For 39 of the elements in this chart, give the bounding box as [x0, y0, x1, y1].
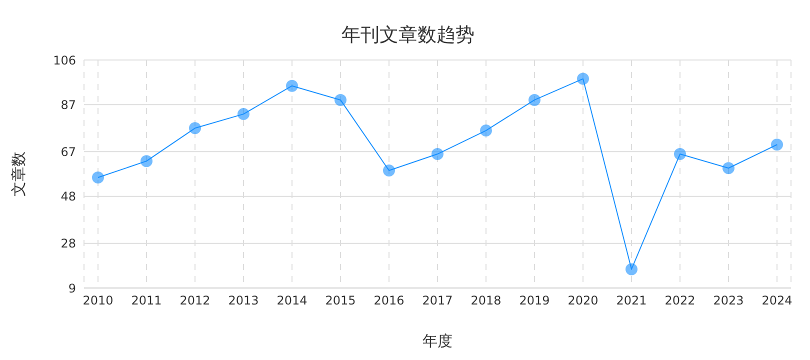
y-tick-label: 87: [60, 98, 76, 112]
point: [334, 94, 346, 106]
x-tick-label: 2013: [228, 294, 259, 308]
x-tick-label: 2010: [82, 294, 114, 308]
point: [238, 108, 250, 120]
y-tick-label: 28: [60, 236, 76, 251]
y-tick-label: 48: [60, 190, 76, 204]
point: [771, 138, 783, 151]
y-axis-title: 文章数: [9, 152, 28, 196]
x-tick-label: 2012: [180, 294, 210, 308]
x-tick-label: 2020: [568, 294, 598, 308]
chart-title: 年刊文章数趋势: [340, 23, 476, 48]
point: [626, 263, 638, 276]
x-tick-label: 2023: [713, 294, 744, 308]
point: [722, 162, 734, 174]
y-tick-label: 67: [60, 144, 76, 159]
x-axis-title: 年度: [422, 332, 452, 350]
point: [528, 94, 540, 106]
point: [189, 122, 201, 134]
point: [92, 172, 104, 184]
y-tick-label: 106: [53, 53, 76, 68]
point: [286, 80, 298, 92]
point: [480, 124, 492, 137]
point: [674, 148, 686, 160]
x-tick-label: 2016: [374, 294, 404, 308]
x-tick-label: 2022: [664, 294, 696, 308]
x-tick-label: 2018: [470, 294, 502, 308]
point: [140, 155, 152, 168]
point: [383, 164, 395, 176]
x-tick-label: 2019: [519, 294, 550, 308]
point: [432, 148, 444, 160]
x-tick-label: 2017: [422, 294, 453, 308]
x-tick-label: 2021: [616, 294, 647, 308]
x-tick-label: 2015: [325, 294, 356, 308]
y-tick-label: 9: [68, 281, 76, 296]
x-tick-label: 2024: [762, 294, 792, 308]
x-tick-label: 2011: [131, 294, 162, 308]
x-tick-label: 2014: [276, 294, 308, 308]
point: [577, 72, 589, 85]
